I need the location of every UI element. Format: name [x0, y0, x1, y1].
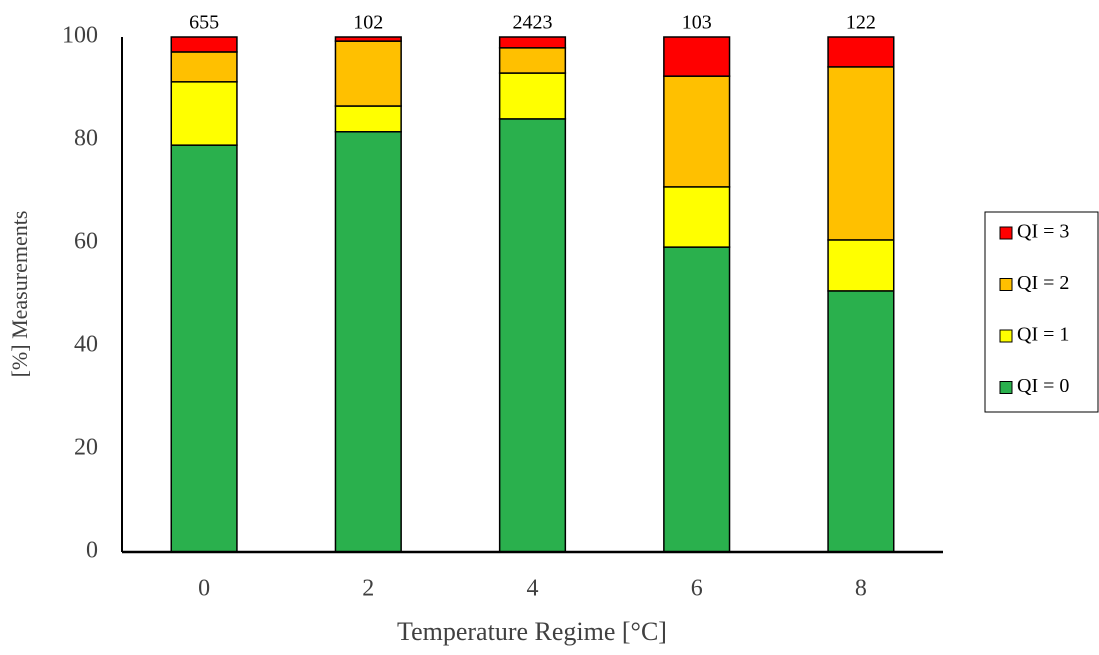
bar-segment: [663, 186, 731, 248]
y-tick-label: 100: [62, 23, 98, 49]
bar-segment: [334, 105, 402, 133]
bar-segment: [498, 36, 567, 49]
bar-annotation: 2423: [513, 12, 553, 34]
legend-label: QI = 0: [1017, 375, 1069, 397]
y-tick-label: 0: [86, 538, 98, 564]
bar-segment: [663, 246, 731, 553]
x-tick-label: 6: [691, 576, 703, 602]
bar-segment: [827, 36, 895, 68]
legend-label: QI = 3: [1017, 221, 1069, 243]
bar-annotation: 103: [682, 12, 712, 34]
y-tick-label: 40: [74, 332, 98, 358]
y-axis-label: [%] Measurements: [7, 211, 32, 378]
legend-box: [984, 211, 1099, 413]
legend-label: QI = 2: [1017, 272, 1069, 294]
bar-segment: [827, 239, 895, 292]
bar-segment: [334, 40, 402, 107]
bar-segment: [498, 118, 567, 553]
bar-segment: [170, 144, 238, 553]
y-tick-label: 80: [74, 126, 98, 152]
legend-swatch: [999, 329, 1013, 343]
bar-segment: [170, 36, 238, 53]
x-tick-label: 0: [198, 576, 210, 602]
bar-segment: [827, 66, 895, 241]
y-tick-label: 60: [74, 229, 98, 255]
y-tick-label: 20: [74, 435, 98, 461]
bar-annotation: 102: [353, 12, 383, 34]
bar-annotation: 655: [189, 12, 219, 34]
bar-segment: [663, 36, 731, 77]
legend-swatch: [999, 381, 1013, 394]
bar-segment: [334, 131, 402, 553]
x-tick-label: 2: [362, 576, 374, 602]
x-tick-label: 4: [527, 576, 539, 602]
bar-segment: [170, 81, 238, 146]
bar-segment: [498, 72, 567, 120]
x-axis-label: Temperature Regime [°C]: [397, 617, 667, 646]
legend-label: QI = 1: [1017, 324, 1069, 346]
bar-segment: [334, 36, 402, 42]
legend-swatch: [999, 278, 1013, 291]
bar-segment: [663, 75, 731, 188]
bar-annotation: 122: [846, 12, 876, 34]
bar-segment: [498, 47, 567, 74]
bar-segment: [827, 290, 895, 553]
x-tick-label: 8: [855, 576, 867, 602]
bar-segment: [170, 51, 238, 83]
legend-swatch: [999, 226, 1013, 240]
